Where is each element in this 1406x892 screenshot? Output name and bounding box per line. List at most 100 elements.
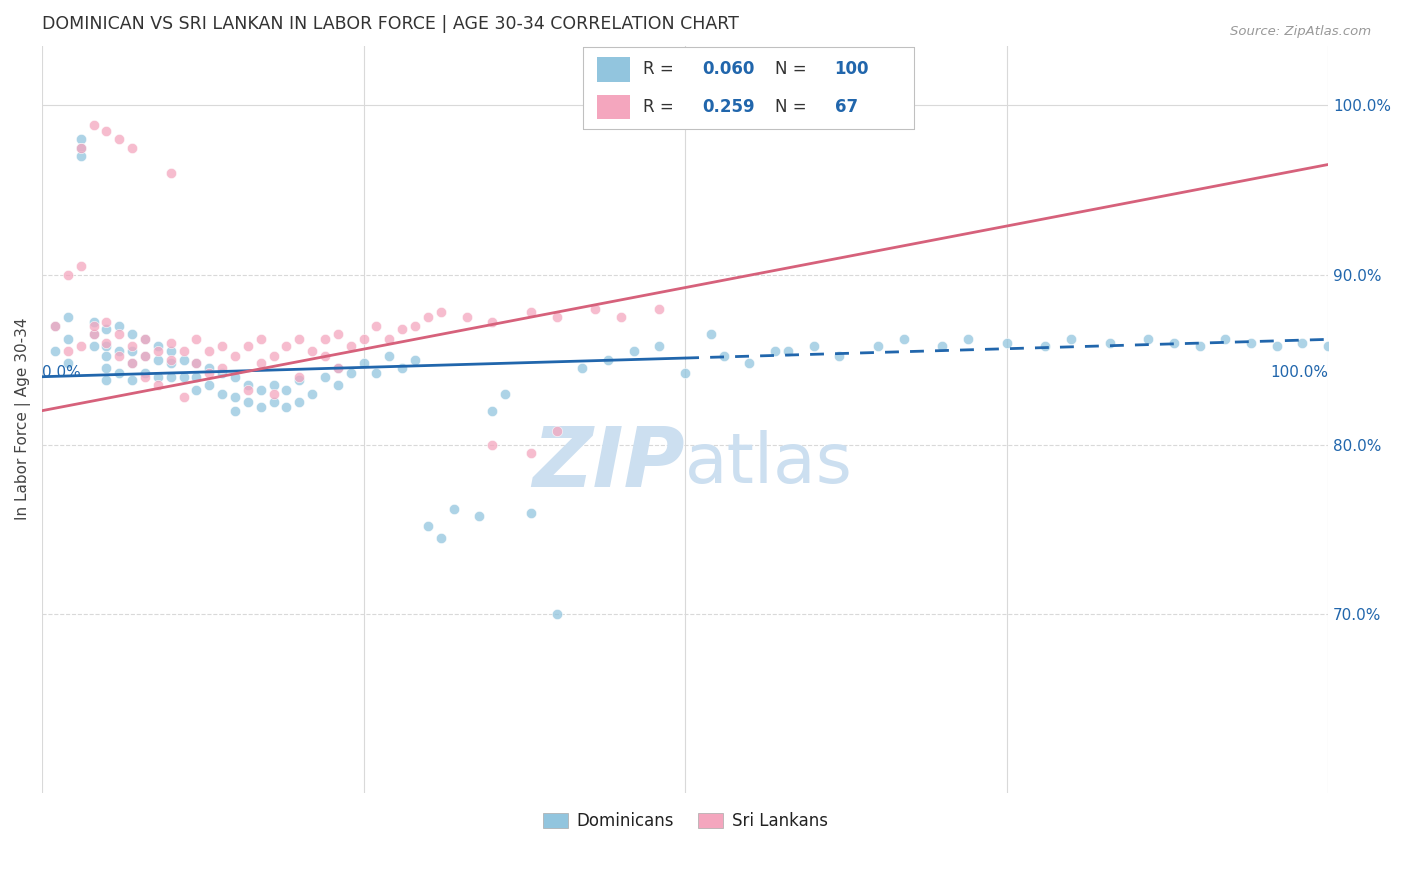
Point xyxy=(263,395,285,409)
Point xyxy=(326,327,349,342)
Point xyxy=(429,305,451,319)
Point xyxy=(648,339,671,353)
Point xyxy=(69,260,91,274)
Y-axis label: In Labor Force | Age 30-34: In Labor Force | Age 30-34 xyxy=(15,318,31,520)
Point xyxy=(301,386,323,401)
Point xyxy=(69,339,91,353)
Point xyxy=(648,301,671,316)
Text: 67: 67 xyxy=(835,98,858,116)
Point xyxy=(931,339,953,353)
Point xyxy=(56,310,79,325)
Point xyxy=(108,132,131,146)
Point xyxy=(211,361,233,376)
Point xyxy=(121,339,143,353)
Text: R =: R = xyxy=(643,98,673,116)
Point xyxy=(1188,339,1211,353)
Text: 0.0%: 0.0% xyxy=(42,365,82,380)
Text: N =: N = xyxy=(775,98,807,116)
Bar xyxy=(596,95,630,120)
Text: Source: ZipAtlas.com: Source: ZipAtlas.com xyxy=(1230,25,1371,38)
Point xyxy=(276,401,298,415)
Point xyxy=(314,369,336,384)
Point xyxy=(159,369,181,384)
Point xyxy=(173,352,195,367)
Point xyxy=(546,607,568,622)
Point xyxy=(159,166,181,180)
Point xyxy=(1137,332,1160,346)
Point xyxy=(44,318,66,333)
Point xyxy=(44,344,66,359)
Point xyxy=(288,332,311,346)
Point xyxy=(121,344,143,359)
Point xyxy=(146,344,169,359)
Text: atlas: atlas xyxy=(685,431,853,498)
Point xyxy=(288,395,311,409)
Point xyxy=(224,369,246,384)
Point xyxy=(378,349,401,363)
Point xyxy=(83,315,105,329)
Point xyxy=(173,369,195,384)
Point xyxy=(236,384,259,398)
Point xyxy=(456,310,478,325)
Point xyxy=(366,318,388,333)
Point xyxy=(134,349,156,363)
Point xyxy=(44,318,66,333)
Point xyxy=(186,332,208,346)
Point xyxy=(1033,339,1056,353)
Point xyxy=(326,378,349,392)
Point xyxy=(1098,335,1121,350)
Point xyxy=(468,508,491,523)
Point xyxy=(596,352,619,367)
Point xyxy=(326,361,349,376)
Point xyxy=(121,373,143,387)
Point xyxy=(391,322,413,336)
Point xyxy=(276,384,298,398)
Point xyxy=(391,361,413,376)
Point xyxy=(83,318,105,333)
Text: 100: 100 xyxy=(835,61,869,78)
Point xyxy=(198,367,221,381)
Point xyxy=(713,349,735,363)
Point xyxy=(1060,332,1083,346)
Point xyxy=(623,344,645,359)
Point xyxy=(1163,335,1185,350)
Point xyxy=(211,367,233,381)
Point xyxy=(481,437,503,451)
Legend: Dominicans, Sri Lankans: Dominicans, Sri Lankans xyxy=(536,805,834,837)
Point xyxy=(481,315,503,329)
Point xyxy=(134,332,156,346)
Point xyxy=(69,132,91,146)
Point xyxy=(121,356,143,370)
Point xyxy=(276,339,298,353)
Point xyxy=(326,361,349,376)
Point xyxy=(416,519,439,533)
Point xyxy=(263,378,285,392)
Point xyxy=(198,378,221,392)
Point xyxy=(249,401,271,415)
Point xyxy=(610,310,633,325)
Point xyxy=(146,378,169,392)
Text: DOMINICAN VS SRI LANKAN IN LABOR FORCE | AGE 30-34 CORRELATION CHART: DOMINICAN VS SRI LANKAN IN LABOR FORCE |… xyxy=(42,15,740,33)
Bar xyxy=(596,57,630,82)
Point xyxy=(1317,339,1340,353)
Point xyxy=(263,349,285,363)
Point xyxy=(366,367,388,381)
Point xyxy=(121,140,143,154)
Point xyxy=(249,356,271,370)
Point xyxy=(583,301,606,316)
Text: ZIP: ZIP xyxy=(533,424,685,505)
Point xyxy=(776,344,799,359)
Point xyxy=(404,352,426,367)
Point xyxy=(108,344,131,359)
Point xyxy=(1213,332,1236,346)
Point xyxy=(546,310,568,325)
Point xyxy=(159,356,181,370)
Point xyxy=(186,369,208,384)
Point xyxy=(249,384,271,398)
Point xyxy=(224,390,246,404)
Point xyxy=(146,352,169,367)
Point xyxy=(83,327,105,342)
Point xyxy=(353,332,375,346)
Point xyxy=(995,335,1018,350)
Point xyxy=(186,356,208,370)
